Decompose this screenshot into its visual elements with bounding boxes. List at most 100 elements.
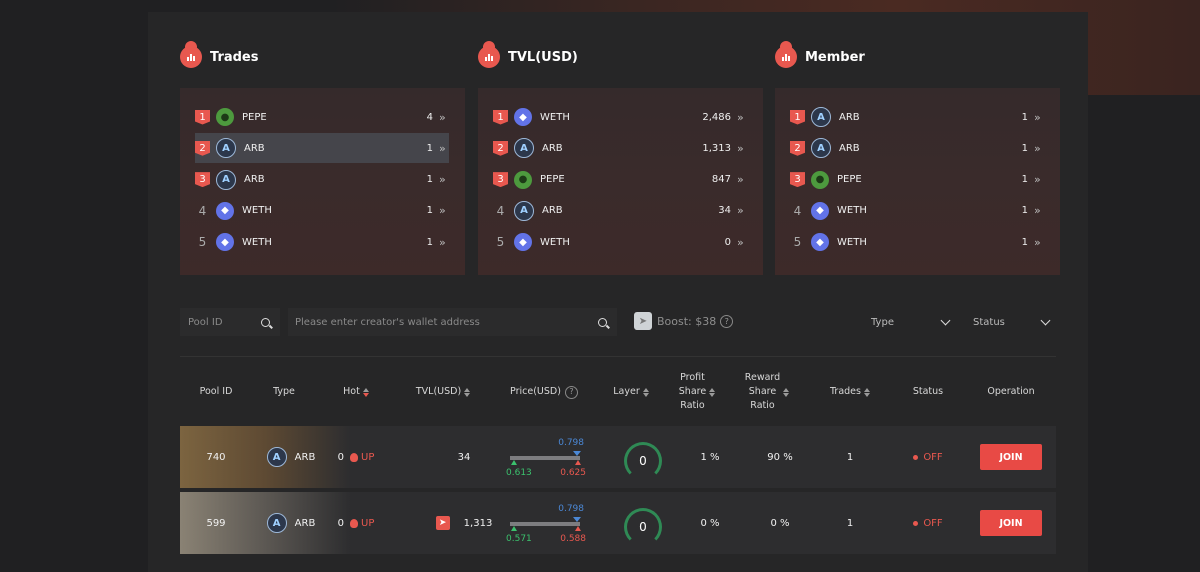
token-name: WETH: [837, 205, 867, 217]
main-panel: Trades 1 ● PEPE 4» 2 A ARB 1» 3 A ARB 1» 4 ◆ WETH 1» 5 ◆ WE…: [148, 12, 1088, 572]
weth-icon: ◆: [811, 201, 829, 220]
chevron-right-icon: »: [1034, 110, 1041, 124]
header-trades[interactable]: Trades: [822, 372, 878, 412]
ranking-row[interactable]: 1 ◆ WETH 2,486 »: [493, 102, 747, 132]
ranking-row[interactable]: 2 A ARB 1,313 »: [493, 133, 747, 163]
chevron-right-icon: »: [1034, 235, 1041, 249]
price-top: 0.798: [558, 504, 584, 514]
fire-chart-icon: [478, 46, 500, 68]
table-row[interactable]: 740 A ARB 0 UP 34 0.798 0.613 0.625 0 1 % 90 % 1 OFF J…: [180, 426, 1056, 488]
price-high: 0.625: [560, 468, 586, 478]
rank-number: 4: [496, 203, 505, 218]
status-dropdown[interactable]: Status: [973, 309, 1051, 335]
rank-medal: 2: [195, 140, 210, 156]
ranking-value: 1: [1021, 205, 1028, 217]
header-tvl[interactable]: TVL(USD): [410, 372, 476, 412]
sort-icon: [642, 387, 649, 397]
pepe-icon: ●: [811, 170, 829, 189]
header-operation: Operation: [987, 386, 1035, 397]
join-button[interactable]: JOIN: [980, 510, 1042, 536]
ranking-row[interactable]: 4 ◆ WETH 1 »: [195, 196, 449, 226]
arb-icon: A: [216, 169, 236, 190]
search-icon[interactable]: [261, 317, 270, 327]
search-icon[interactable]: [598, 317, 607, 327]
pepe-icon: ●: [514, 170, 532, 189]
table-row[interactable]: 599 A ARB 0 UP ➤ 1,313 0.798 0.571 0.588 0 0 % 0 % 1 O…: [180, 492, 1056, 554]
flame-icon: [350, 452, 358, 462]
ranking-row[interactable]: 3 ● PEPE 847 »: [493, 165, 747, 195]
help-icon[interactable]: ?: [720, 314, 734, 328]
ranking-row[interactable]: 5 ◆ WETH 1 »: [790, 227, 1044, 257]
type-dropdown[interactable]: Type: [871, 309, 951, 335]
header-profit-share-ratio[interactable]: Profit Share Ratio: [674, 372, 720, 412]
rocket-icon: ➤: [634, 312, 652, 330]
ranking-value: 1: [1021, 174, 1028, 186]
ranking-row[interactable]: 1 A ARB 1»: [790, 102, 1044, 132]
rank-medal: 1: [195, 109, 210, 125]
ranking-value: 1: [426, 205, 433, 217]
fire-chart-icon: [180, 46, 202, 68]
reward-share-cell: 90 %: [767, 451, 793, 463]
pepe-icon: ●: [216, 108, 234, 126]
header-hot[interactable]: Hot: [336, 372, 376, 412]
header-price: Price(USD)?: [504, 372, 584, 412]
rank-number: 4: [793, 203, 802, 218]
header-type: Type: [273, 386, 295, 397]
boost-label: Boost: $38: [657, 314, 717, 328]
row-highlight: [180, 426, 350, 488]
status-cell: OFF: [906, 492, 950, 554]
token-name: ARB: [244, 142, 265, 154]
ranking-value: 2,486: [702, 111, 731, 123]
ranking-value: 4: [426, 111, 433, 123]
profit-share-cell: 1 %: [700, 451, 720, 463]
type-cell: A ARB: [256, 426, 326, 488]
ranking-row[interactable]: 2 A ARB 1 »: [195, 133, 449, 164]
status-cell: OFF: [906, 426, 950, 488]
type-dropdown-label: Type: [871, 316, 894, 328]
weth-icon: ◆: [216, 233, 234, 252]
token-name: ARB: [542, 142, 563, 154]
type-cell: A ARB: [256, 492, 326, 554]
pool-id-cell: 599: [206, 517, 226, 529]
ranking-row[interactable]: 4 A ARB 34 »: [493, 196, 747, 226]
help-icon[interactable]: ?: [564, 385, 578, 399]
ranking-header: Trades: [180, 43, 258, 71]
arb-icon: A: [266, 513, 287, 533]
join-button[interactable]: JOIN: [980, 444, 1042, 470]
token-name: WETH: [242, 205, 272, 217]
rank-medal: 3: [195, 172, 210, 188]
reward-share-cell: 0 %: [770, 517, 790, 529]
rank-medal: 3: [493, 172, 508, 188]
ranking-row[interactable]: 3 A ARB 1 »: [195, 165, 449, 195]
ranking-title: Member: [805, 49, 865, 65]
divider: [180, 356, 1056, 357]
chevron-down-icon: [1040, 315, 1051, 325]
weth-icon: ◆: [514, 108, 532, 126]
ranking-row[interactable]: 5 ◆ WETH 1 »: [195, 227, 449, 257]
pool-id-filter[interactable]: Pool ID: [180, 308, 280, 336]
price-range: 0.798 0.571 0.588: [506, 492, 586, 554]
ranking-row[interactable]: 5 ◆ WETH 0 »: [493, 227, 747, 257]
rank-medal: 1: [790, 109, 805, 125]
header-reward-share-ratio[interactable]: Reward Share Ratio: [744, 372, 790, 412]
rank-number: 5: [198, 235, 207, 250]
token-name: WETH: [540, 236, 570, 248]
chevron-right-icon: »: [737, 110, 744, 124]
chevron-right-icon: »: [439, 204, 446, 218]
header-status: Status: [912, 386, 944, 397]
arb-icon: A: [811, 138, 831, 159]
weth-icon: ◆: [514, 233, 532, 252]
ranking-row[interactable]: 2 A ARB 1 »: [790, 133, 1044, 163]
ranking-card: 1 ◆ WETH 2,486» 2 A ARB 1,313» 3 ● PEPE 847» 4 A ARB 34…: [478, 88, 763, 275]
header-layer[interactable]: Layer: [608, 372, 654, 412]
ranking-row[interactable]: 4 ◆ WETH 1 »: [790, 196, 1044, 226]
tvl-cell: ➤ 1,313: [410, 492, 518, 554]
pool-id-placeholder: Pool ID: [188, 316, 223, 328]
chevron-right-icon: »: [439, 235, 446, 249]
ranking-row[interactable]: 3 ● PEPE 1 »: [790, 165, 1044, 195]
boost-indicator: ➤ Boost: $38 ?: [634, 312, 734, 330]
pool-id-cell: 740: [206, 451, 226, 463]
wallet-search-input[interactable]: Please enter creator's wallet address: [288, 308, 617, 336]
ranking-row[interactable]: 1 ● PEPE 4 »: [195, 102, 449, 132]
trades-cell: 1: [846, 451, 854, 463]
